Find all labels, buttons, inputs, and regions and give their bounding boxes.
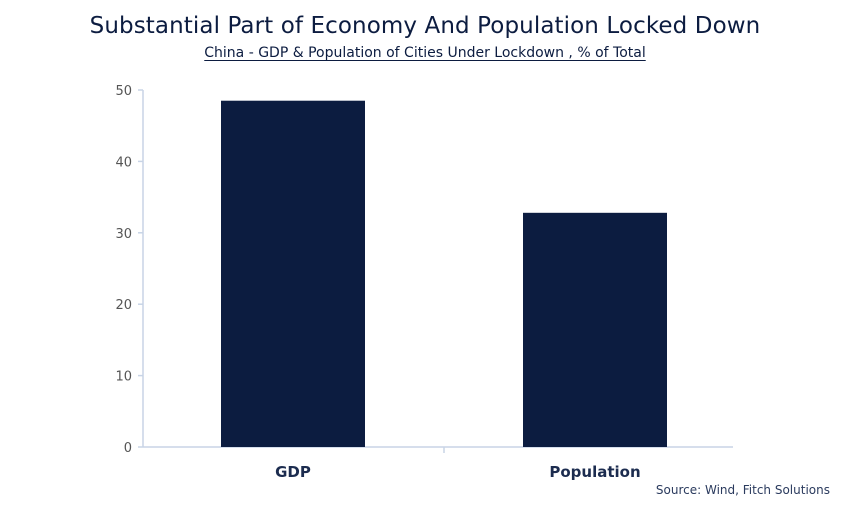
chart-title: Substantial Part of Economy And Populati…: [89, 13, 761, 39]
category-labels: GDP Population: [275, 463, 641, 481]
bar-gdp: [221, 100, 365, 448]
y-tick-label: 0: [124, 441, 132, 456]
x-axis: [143, 446, 733, 453]
x-category-label-population: Population: [549, 463, 640, 481]
y-tick-label: 30: [115, 227, 132, 242]
bars: [221, 100, 667, 448]
y-axis: 0 10 20 30 40 50: [115, 84, 144, 456]
chart-subtitle: China - GDP & Population of Cities Under…: [0, 45, 850, 61]
chart-subtitle-text: China - GDP & Population of Cities Under…: [204, 45, 646, 61]
bar-population: [523, 212, 667, 447]
y-tick-label: 10: [115, 370, 132, 385]
x-category-label-gdp: GDP: [275, 463, 311, 481]
y-tick-label: 50: [115, 84, 132, 99]
y-tick-label: 20: [115, 298, 132, 313]
source-note: Source: Wind, Fitch Solutions: [655, 483, 830, 497]
y-tick-label: 40: [115, 155, 132, 170]
